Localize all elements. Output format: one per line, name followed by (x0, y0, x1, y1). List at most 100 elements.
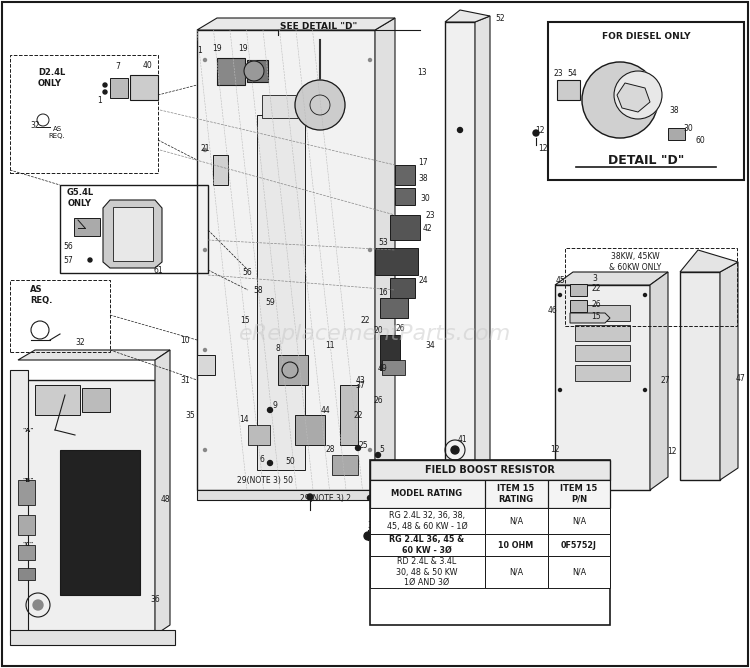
Text: G5.4L
ONLY: G5.4L ONLY (67, 188, 94, 208)
Text: "C": "C" (22, 542, 33, 548)
Text: 19: 19 (238, 43, 248, 53)
Polygon shape (10, 370, 28, 635)
Text: 14: 14 (239, 415, 249, 424)
Text: 20: 20 (374, 325, 382, 335)
Text: 58: 58 (254, 285, 262, 295)
Polygon shape (375, 248, 418, 275)
Text: 7: 7 (116, 61, 121, 71)
Text: 1: 1 (98, 96, 103, 104)
Circle shape (203, 248, 206, 251)
Text: 34: 34 (425, 341, 435, 349)
Circle shape (662, 112, 670, 118)
Text: 11: 11 (326, 341, 334, 349)
Polygon shape (18, 480, 35, 505)
Bar (113, 207, 153, 261)
Text: 54: 54 (567, 69, 577, 77)
Polygon shape (575, 325, 630, 341)
Text: 9: 9 (272, 401, 278, 409)
Text: 18: 18 (458, 516, 466, 524)
Text: 57: 57 (63, 255, 73, 265)
Bar (548, 508, 610, 534)
Circle shape (368, 496, 373, 500)
Text: 22: 22 (353, 411, 363, 420)
Polygon shape (380, 335, 400, 370)
Text: 27: 27 (660, 375, 670, 385)
Text: 19: 19 (212, 43, 222, 53)
Text: 33: 33 (458, 484, 466, 492)
Text: 12: 12 (668, 448, 676, 456)
Polygon shape (155, 350, 170, 635)
Polygon shape (668, 128, 685, 140)
Text: 1: 1 (198, 45, 202, 55)
Text: 37: 37 (356, 381, 365, 389)
Text: RG 2.4L 32, 36, 38,
45, 48 & 60 KW - 1Ø: RG 2.4L 32, 36, 38, 45, 48 & 60 KW - 1Ø (387, 511, 467, 530)
Text: MODEL RATING: MODEL RATING (392, 490, 463, 498)
Text: 40: 40 (142, 61, 152, 69)
Text: 10: 10 (180, 335, 190, 345)
Text: 50: 50 (285, 458, 295, 466)
Circle shape (103, 90, 107, 94)
Circle shape (582, 62, 658, 138)
Text: 60: 60 (695, 136, 705, 144)
Polygon shape (257, 115, 305, 470)
Polygon shape (10, 630, 175, 645)
Text: 49: 49 (377, 363, 387, 373)
Bar (370, 508, 485, 534)
Polygon shape (110, 78, 128, 98)
Polygon shape (247, 60, 268, 82)
Text: 56: 56 (63, 242, 73, 250)
Circle shape (559, 389, 562, 391)
Polygon shape (380, 298, 408, 318)
Polygon shape (217, 58, 245, 85)
Bar (60, 450, 140, 595)
Bar (485, 508, 548, 534)
Text: 29(NOTE 3) 2: 29(NOTE 3) 2 (300, 494, 351, 502)
Polygon shape (557, 80, 580, 100)
Text: 61: 61 (153, 265, 163, 275)
Bar (370, 480, 485, 508)
Text: 38KW, 45KW
& 60KW ONLY: 38KW, 45KW & 60KW ONLY (609, 253, 662, 272)
Text: AS
REQ.: AS REQ. (49, 126, 65, 138)
Text: 53: 53 (378, 238, 388, 246)
Polygon shape (130, 75, 158, 100)
Bar (370, 556, 485, 588)
Text: eReplacementParts.com: eReplacementParts.com (239, 324, 512, 344)
Bar (10, 280, 110, 352)
Bar (548, 480, 610, 508)
Text: 30: 30 (683, 124, 693, 132)
Text: 38: 38 (669, 106, 679, 114)
Text: 17: 17 (418, 158, 428, 166)
Text: FIELD BOOST RESISTOR: FIELD BOOST RESISTOR (425, 465, 555, 475)
Circle shape (203, 148, 206, 152)
Text: 12: 12 (536, 126, 544, 134)
Polygon shape (555, 285, 650, 490)
Polygon shape (575, 305, 630, 321)
Circle shape (533, 130, 539, 136)
Polygon shape (570, 284, 587, 296)
Polygon shape (395, 188, 415, 205)
Polygon shape (278, 355, 308, 385)
Text: 3: 3 (592, 273, 598, 283)
Bar (485, 480, 548, 508)
Polygon shape (35, 385, 80, 415)
Text: FOR DIESEL ONLY: FOR DIESEL ONLY (602, 31, 690, 41)
Text: 32: 32 (75, 337, 85, 347)
Polygon shape (390, 278, 415, 298)
Text: 39: 39 (368, 520, 377, 530)
Text: SEE DETAIL "D": SEE DETAIL "D" (280, 21, 357, 31)
Polygon shape (575, 365, 630, 381)
Circle shape (458, 128, 463, 132)
Text: 35: 35 (185, 411, 195, 420)
Text: 26: 26 (395, 323, 405, 333)
Text: DETAIL "D": DETAIL "D" (608, 154, 684, 166)
Polygon shape (680, 250, 738, 272)
Text: 28: 28 (326, 446, 334, 454)
Circle shape (203, 59, 206, 61)
Polygon shape (575, 345, 630, 361)
Text: 25: 25 (358, 440, 368, 450)
Circle shape (559, 293, 562, 297)
Polygon shape (248, 425, 270, 445)
Text: 13: 13 (417, 67, 427, 77)
Polygon shape (18, 350, 170, 360)
Bar (370, 460, 610, 625)
